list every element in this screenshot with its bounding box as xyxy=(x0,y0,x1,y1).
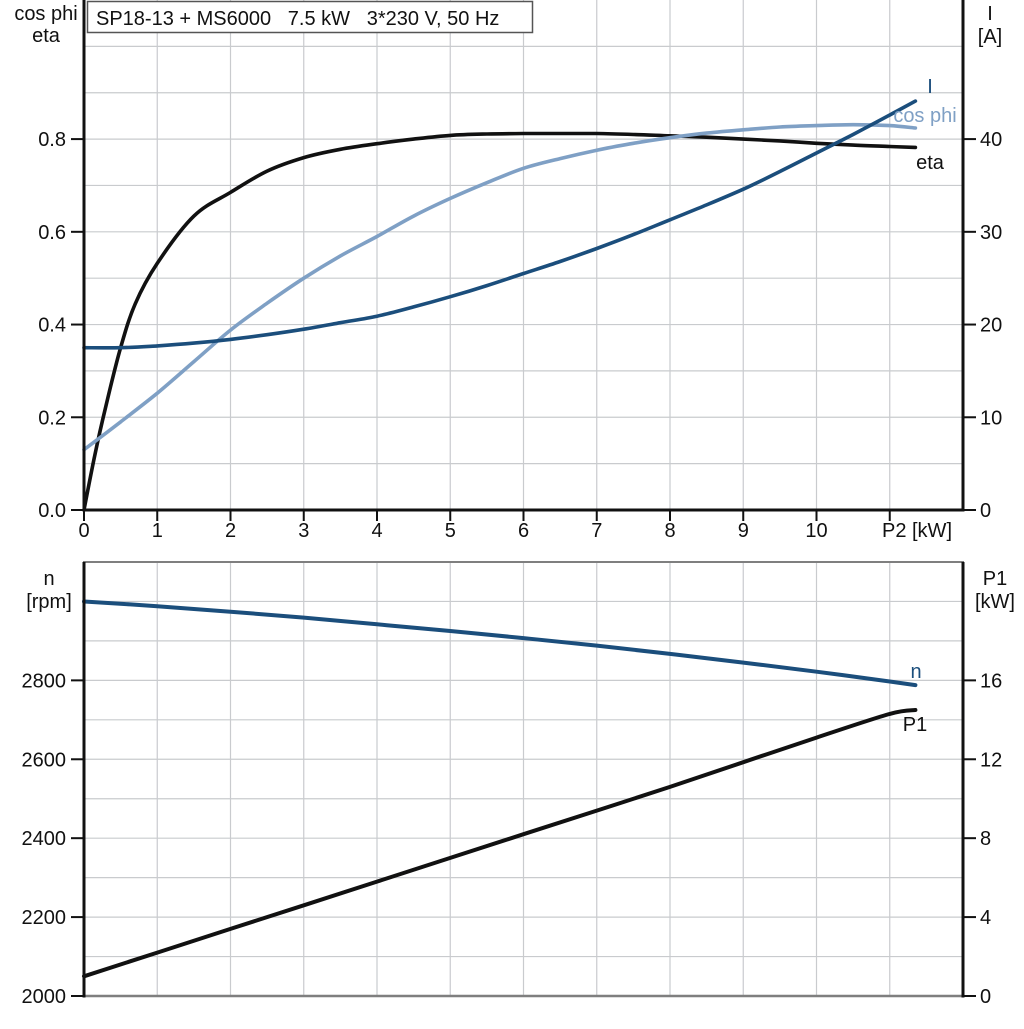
top-right-axis-title-line2: [A] xyxy=(978,26,1002,48)
right-tick-label: 8 xyxy=(980,828,991,850)
p1-curve xyxy=(82,708,918,979)
left-tick-label: 2200 xyxy=(22,907,67,929)
right-tick-label: 4 xyxy=(980,907,991,929)
ticks xyxy=(71,679,976,997)
axes xyxy=(82,562,965,998)
x-axis-title: P2 [kW] xyxy=(882,520,952,542)
x-tick-label: 7 xyxy=(591,520,602,542)
curve-label-eta: eta xyxy=(916,152,945,174)
curve-label-cos-phi: cos phi xyxy=(893,105,956,127)
chart-title-border xyxy=(86,0,534,34)
x-tick-label: 6 xyxy=(518,520,529,542)
right-tick-label: 0 xyxy=(980,500,991,522)
left-tick-label: 2800 xyxy=(22,670,67,692)
curve-label-i: I xyxy=(927,76,933,98)
x-tick-label: 8 xyxy=(664,520,675,542)
right-tick-label: 12 xyxy=(980,749,1002,771)
cos-phi-curve xyxy=(82,122,918,452)
left-tick-label: 0.0 xyxy=(38,500,66,522)
right-tick-label: 10 xyxy=(980,407,1002,429)
gridlines xyxy=(84,0,963,510)
x-tick-label: 9 xyxy=(738,520,749,542)
right-tick-label: 30 xyxy=(980,222,1002,244)
top-left-axis-title-line1: cos phi xyxy=(14,3,77,25)
left-tick-label: 0.6 xyxy=(38,222,66,244)
chart-title: SP18-13 + MS6000 7.5 kW 3*230 V, 50 Hz xyxy=(96,8,499,30)
left-tick-label: 2600 xyxy=(22,749,67,771)
left-tick-label: 0.8 xyxy=(38,129,66,151)
bottom-chart: 2000 2200 2400 2600 2800 0 4 8 12 16 xyxy=(22,561,1003,1008)
left-tick-label: 2000 xyxy=(22,986,67,1008)
bottom-left-axis-title-line2: [rpm] xyxy=(26,591,72,613)
n-curve xyxy=(82,599,918,688)
bottom-right-axis-title-line2: [kW] xyxy=(975,591,1015,613)
left-tick-label: 0.4 xyxy=(38,315,66,337)
x-tick-label: 0 xyxy=(78,520,89,542)
i-curve xyxy=(82,99,918,350)
x-tick-label: 1 xyxy=(152,520,163,542)
right-tick-label: 40 xyxy=(980,129,1002,151)
eta-curve xyxy=(82,131,918,512)
bottom-left-axis-title-line1: n xyxy=(43,568,54,590)
top-left-axis-title-line2: eta xyxy=(32,25,61,47)
top-right-axis-title-line1: I xyxy=(987,3,993,25)
right-tick-label: 16 xyxy=(980,670,1002,692)
tick-labels: 0.0 0.2 0.4 0.6 0.8 0 10 20 30 40 0 1 2 3 4 5 6 7 8 9 10 xyxy=(38,129,1002,542)
left-tick-label: 2400 xyxy=(22,828,67,850)
top-chart: 0.0 0.2 0.4 0.6 0.8 0 10 20 30 40 0 1 2 3 4 5 6 7 8 9 10 xyxy=(38,0,1002,542)
x-tick-label: 2 xyxy=(225,520,236,542)
bottom-right-axis-title-line1: P1 xyxy=(983,568,1007,590)
curve-label-n: n xyxy=(910,661,921,683)
right-tick-label: 20 xyxy=(980,315,1002,337)
ticks xyxy=(71,138,976,521)
chart-title-box: SP18-13 + MS6000 7.5 kW 3*230 V, 50 Hz xyxy=(86,0,534,34)
x-tick-label: 4 xyxy=(371,520,382,542)
tick-labels: 2000 2200 2400 2600 2800 0 4 8 12 16 xyxy=(22,670,1003,1008)
left-tick-label: 0.2 xyxy=(38,407,66,429)
x-tick-label: 10 xyxy=(805,520,827,542)
x-tick-label: 5 xyxy=(445,520,456,542)
x-tick-label: 3 xyxy=(298,520,309,542)
right-tick-label: 0 xyxy=(980,986,991,1008)
gridlines xyxy=(84,562,963,996)
curve-label-p1: P1 xyxy=(903,714,927,736)
